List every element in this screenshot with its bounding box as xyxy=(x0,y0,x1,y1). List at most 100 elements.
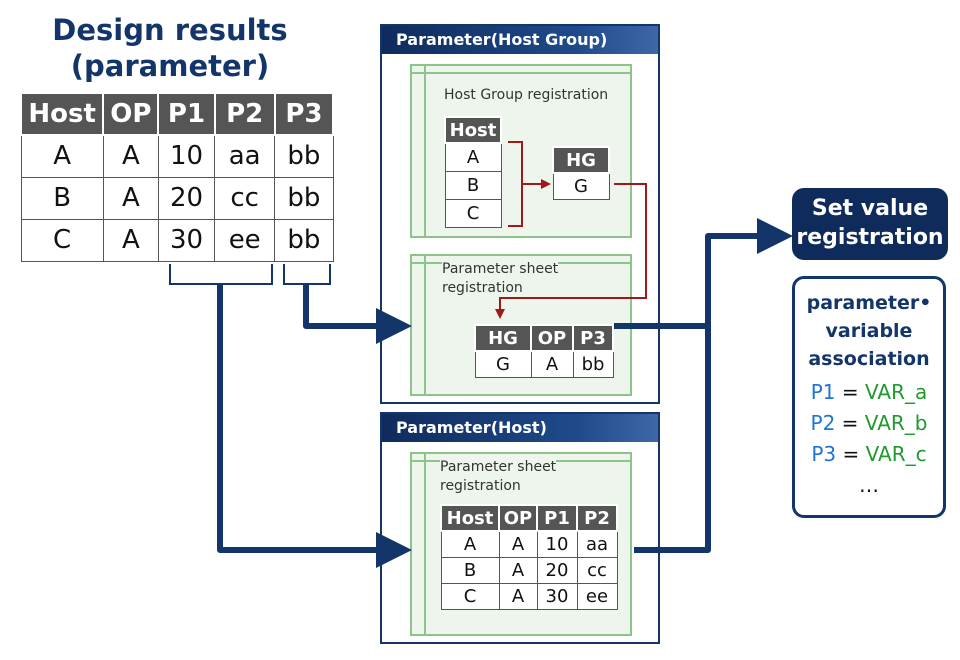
title-line-1: Design results xyxy=(52,13,288,47)
table-cell: A xyxy=(498,582,538,610)
association-heading-line1: parameter• xyxy=(806,292,932,314)
host-sheet-header-p1: P1 xyxy=(536,504,578,532)
table-cell: A xyxy=(498,530,538,558)
host-sheet-label: Parameter sheet registration xyxy=(440,458,557,496)
host-sheet-header-host: Host xyxy=(440,504,500,532)
hg-header: HG xyxy=(552,146,610,174)
design-header-p2: P2 xyxy=(213,92,276,136)
design-header-p1: P1 xyxy=(157,92,216,136)
table-cell: B xyxy=(20,176,104,220)
table-cell: bb xyxy=(572,350,614,378)
mapping-var: VAR_b xyxy=(864,411,928,435)
host-sheet-label-line2: registration xyxy=(440,478,521,494)
design-header-host: Host xyxy=(19,92,105,136)
table-cell: aa xyxy=(214,134,276,178)
table-cell: aa xyxy=(576,530,618,558)
mapping-ellipsis: … xyxy=(859,473,879,497)
mapping-eq: = xyxy=(842,442,860,466)
host-group-panel: Parameter(Host Group) Host Group registr… xyxy=(380,24,660,404)
host-group-registration-label: Host Group registration xyxy=(444,87,609,103)
mapping-var: VAR_a xyxy=(865,380,928,404)
table-cell: 30 xyxy=(536,582,578,610)
association-heading-line2: variable xyxy=(825,320,913,342)
design-results-table: Host OP P1 P2 P3 A A 10 aa bb B A 20 cc … xyxy=(19,92,335,262)
association-heading-line3: association xyxy=(808,348,930,370)
table-cell: bb xyxy=(274,134,334,178)
table-cell: G xyxy=(552,172,610,200)
hg-sheet-label: Parameter sheet registration xyxy=(442,260,559,298)
hg-sheet-header-op: OP xyxy=(530,324,574,352)
host-parameter-sheet-table: Host OP P1 P2 A A 10 aa B A 20 cc C A 30 xyxy=(440,504,618,610)
table-cell: C xyxy=(444,198,502,228)
hg-parameter-sheet-table: HG OP P3 G A bb xyxy=(474,324,614,378)
hg-sheet-label-line1: Parameter sheet xyxy=(442,261,559,277)
host-panel: Parameter(Host) Parameter sheet registra… xyxy=(380,412,660,644)
host-panel-title: Parameter(Host) xyxy=(382,414,658,442)
table-cell: 20 xyxy=(157,176,216,220)
hg-parameter-sheet-box: Parameter sheet registration HG OP P3 G … xyxy=(410,254,632,396)
table-cell: A xyxy=(530,350,574,378)
p1-p2-bracket xyxy=(169,264,273,285)
hg-to-sheet-arrow xyxy=(495,183,647,319)
table-row: G xyxy=(552,172,610,200)
table-cell: A xyxy=(102,218,159,262)
table-row: A A 10 aa bb xyxy=(20,134,334,178)
table-cell: 10 xyxy=(536,530,578,558)
set-value-line2: registration xyxy=(796,225,944,250)
table-row: A xyxy=(444,142,502,172)
host-sheet-label-line1: Parameter sheet xyxy=(440,459,557,475)
table-cell: 20 xyxy=(536,556,578,584)
mapping-row: P1 = VAR_a xyxy=(795,377,943,408)
parameter-variable-association-box: parameter• variable association P1 = VAR… xyxy=(792,276,946,518)
hg-table: HG G xyxy=(552,146,610,200)
set-value-line1: Set value xyxy=(811,196,929,221)
table-cell: A xyxy=(440,530,500,558)
mapping-param: P3 xyxy=(811,442,837,466)
hg-sheet-header-hg: HG xyxy=(474,324,532,352)
p1p2-to-host-sheet-arrow xyxy=(217,284,412,568)
mapping-eq: = xyxy=(841,411,859,435)
mapping-var: VAR_c xyxy=(865,442,927,466)
table-cell: B xyxy=(440,556,500,584)
table-cell: 30 xyxy=(157,218,216,262)
table-row: G A bb xyxy=(474,350,614,378)
p3-bracket xyxy=(283,264,331,285)
mapping-row: P3 = VAR_c xyxy=(795,439,943,470)
table-row: A A 10 aa xyxy=(440,530,618,558)
p3-to-hg-sheet-arrow xyxy=(303,284,412,344)
hg-to-set-value-arrow xyxy=(614,218,793,329)
set-value-registration-box: Set value registration xyxy=(792,188,948,260)
hosts-group-bracket xyxy=(508,141,523,227)
host-sheet-header-op: OP xyxy=(498,504,538,532)
host-list-table: Host A B C xyxy=(444,116,502,228)
table-row: C A 30 ee xyxy=(440,582,618,610)
mapping-eq: = xyxy=(841,380,859,404)
host-group-panel-title: Parameter(Host Group) xyxy=(382,26,658,54)
table-cell: cc xyxy=(576,556,618,584)
design-results-title: Design results (parameter) xyxy=(20,12,320,84)
host-to-set-value-line xyxy=(634,326,711,553)
title-line-2: (parameter) xyxy=(70,49,270,83)
table-cell: G xyxy=(474,350,532,378)
table-cell: C xyxy=(440,582,500,610)
table-cell: A xyxy=(444,142,502,172)
hg-sheet-header-p3: P3 xyxy=(572,324,614,352)
table-row: C A 30 ee bb xyxy=(20,218,334,262)
host-list-header: Host xyxy=(444,116,502,144)
table-cell: A xyxy=(102,134,159,178)
table-cell: 10 xyxy=(157,134,216,178)
table-cell: A xyxy=(20,134,104,178)
design-header-p3: P3 xyxy=(273,92,335,136)
design-header-op: OP xyxy=(102,92,160,136)
mapping-param: P2 xyxy=(810,411,836,435)
mapping-param: P1 xyxy=(810,380,836,404)
table-cell: bb xyxy=(274,176,334,220)
table-cell: ee xyxy=(576,582,618,610)
mapping-row: P2 = VAR_b xyxy=(795,408,943,439)
table-row: B A 20 cc xyxy=(440,556,618,584)
host-sheet-header-p2: P2 xyxy=(576,504,618,532)
hg-sheet-label-line2: registration xyxy=(442,280,523,296)
table-cell: C xyxy=(20,218,104,262)
table-cell: bb xyxy=(274,218,334,262)
